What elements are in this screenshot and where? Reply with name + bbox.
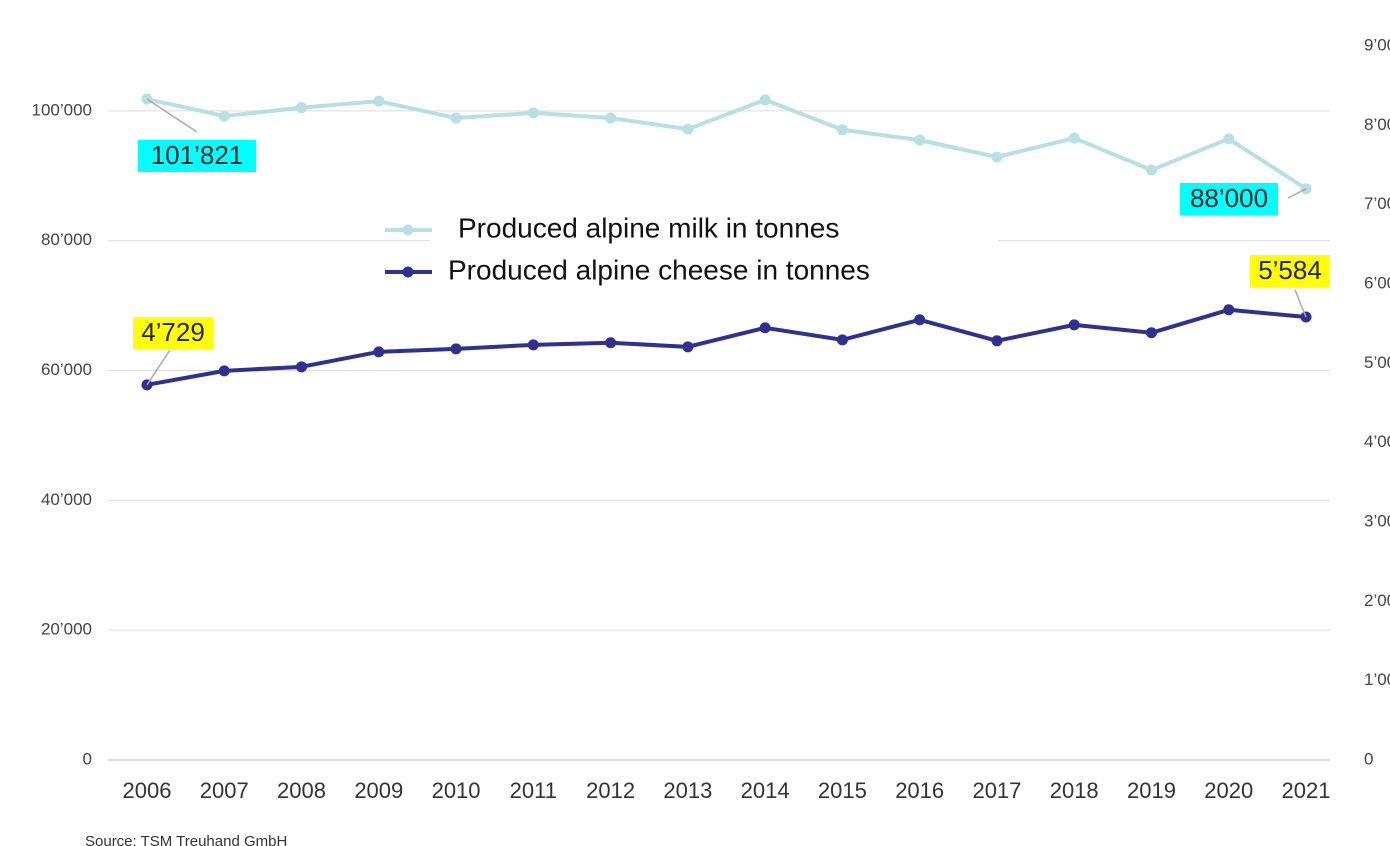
y-tick-label: 0	[83, 749, 92, 768]
data-point	[373, 346, 385, 358]
data-point	[527, 107, 539, 119]
data-point	[914, 314, 926, 326]
source: Source: TSM Treuhand GmbH	[85, 833, 287, 846]
x-tick-label: 2012	[586, 778, 635, 803]
data-point	[1145, 327, 1157, 339]
x-tick-label: 2006	[123, 778, 172, 803]
y-tick-label: 20’000	[41, 620, 92, 639]
x-tick-label: 2016	[895, 778, 944, 803]
x-tick-label: 2014	[741, 778, 790, 803]
data-point	[1145, 164, 1157, 176]
y2-tick-label: 1’000	[1364, 670, 1390, 689]
series-line	[146, 307, 1307, 387]
x-tick-label: 2017	[972, 778, 1021, 803]
data-point	[605, 337, 617, 349]
data-point	[682, 341, 694, 353]
data-point	[914, 134, 926, 146]
value-label-background	[1250, 255, 1330, 287]
value-label: 88’000	[1190, 183, 1268, 213]
value-label-background	[133, 317, 213, 349]
series-line	[146, 97, 1308, 191]
data-point	[1223, 133, 1235, 145]
y-tick-label: 100’000	[31, 100, 92, 119]
data-point	[296, 361, 308, 373]
data-point	[836, 124, 848, 136]
x-tick-label: 2021	[1282, 778, 1331, 803]
y2-tick-label: 0	[1364, 749, 1373, 768]
data-point	[218, 110, 230, 122]
value-label-background	[1180, 183, 1278, 215]
legend-label: Produced alpine milk in tonnes	[458, 212, 839, 243]
x-tick-label: 2013	[663, 778, 712, 803]
label-connector	[1294, 289, 1307, 318]
label-connector	[1287, 188, 1307, 199]
data-point	[218, 365, 230, 377]
data-point	[527, 339, 539, 351]
x-tick-label: 2010	[432, 778, 481, 803]
x-tick-label: 2020	[1204, 778, 1253, 803]
data-point	[1068, 132, 1080, 144]
data-point	[373, 95, 385, 107]
label-connector	[146, 349, 171, 386]
x-tick-label: 2018	[1050, 778, 1099, 803]
y-tick-label: 40’000	[41, 490, 92, 509]
data-point	[296, 102, 308, 114]
y2-tick-label: 9’000	[1364, 35, 1390, 54]
data-point	[759, 94, 771, 106]
y2-tick-label: 8’000	[1364, 115, 1390, 134]
x-tick-label: 2007	[200, 778, 249, 803]
data-point	[450, 112, 462, 124]
y2-tick-label: 6’000	[1364, 273, 1390, 292]
legend-label: Produced alpine cheese in tonnes	[448, 254, 870, 285]
legend-background	[430, 200, 998, 290]
data-point	[605, 112, 617, 124]
value-label: 5’584	[1258, 255, 1322, 285]
data-point	[450, 343, 462, 355]
y2-tick-label: 5’000	[1364, 353, 1390, 372]
x-tick-label: 2015	[818, 778, 867, 803]
value-label: 101’821	[151, 140, 244, 170]
value-label-background	[138, 140, 256, 172]
y2-tick-label: 7’000	[1364, 194, 1390, 213]
data-point	[836, 334, 848, 346]
y2-tick-label: 2’000	[1364, 591, 1390, 610]
y-tick-label: 60’000	[41, 360, 92, 379]
data-point	[991, 335, 1003, 347]
legend-swatch-dot	[402, 266, 414, 278]
label-connector	[146, 98, 198, 133]
value-label: 4’729	[141, 317, 205, 347]
data-point	[1223, 304, 1235, 316]
data-point	[759, 322, 771, 334]
data-point	[682, 123, 694, 135]
x-tick-label: 2011	[510, 778, 557, 803]
x-tick-label: 2008	[277, 778, 326, 803]
x-tick-label: 2009	[354, 778, 403, 803]
x-tick-label: 2019	[1127, 778, 1176, 803]
y2-tick-label: 3’000	[1364, 511, 1390, 530]
data-point	[1068, 319, 1080, 331]
y-tick-label: 80’000	[41, 230, 92, 249]
data-point	[991, 151, 1003, 163]
legend-swatch-dot	[402, 224, 414, 236]
y2-tick-label: 4’000	[1364, 432, 1390, 451]
